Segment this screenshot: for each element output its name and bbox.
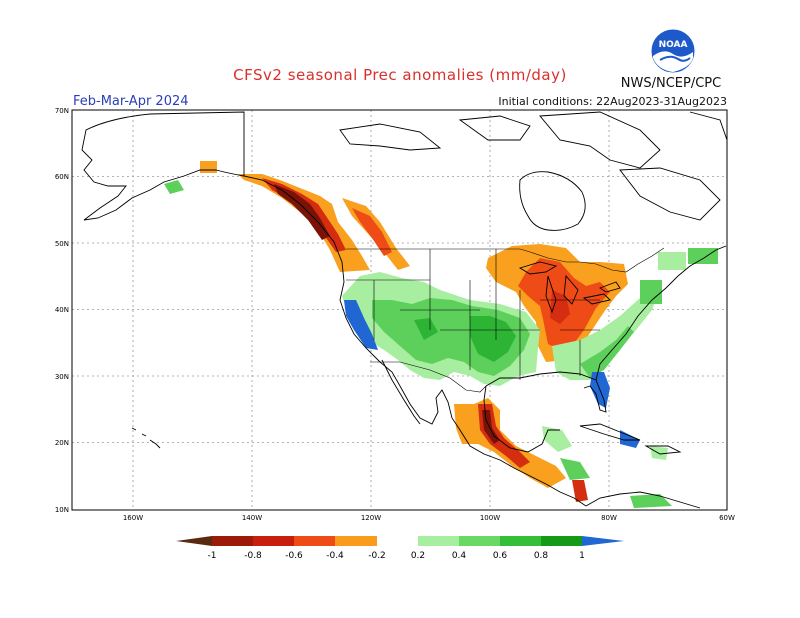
legend-swatch (176, 536, 212, 546)
legend-swatch (500, 536, 541, 546)
lon-label: 80W (601, 514, 617, 522)
lat-label: 20N (55, 439, 69, 447)
legend-label: 0.8 (534, 551, 549, 561)
latitude-labels: 70N 60N 50N 40N 30N 20N 10N (55, 107, 69, 514)
lat-label: 70N (55, 107, 69, 115)
noaa-logo-icon: NOAA (650, 28, 696, 74)
lon-label: 60W (719, 514, 735, 522)
legend-swatch (418, 536, 459, 546)
legend-swatch (335, 536, 377, 546)
legend-label: -1 (208, 551, 217, 561)
forecast-period: Feb-Mar-Apr 2024 (73, 94, 189, 109)
legend-swatch (377, 536, 418, 546)
legend-swatch (582, 536, 624, 546)
wet-region-central-us (164, 180, 718, 508)
legend-label: -0.4 (326, 551, 344, 561)
anomaly-fields (164, 161, 718, 508)
legend-label: 0.4 (452, 551, 467, 561)
legend-swatch (459, 536, 500, 546)
legend-label: -0.6 (285, 551, 303, 561)
agency-label: NWS/NCEP/CPC (620, 76, 722, 91)
color-legend: -1 -0.8 -0.6 -0.4 -0.2 0.2 0.4 0.6 0.8 1 (176, 536, 624, 561)
legend-label: 0.2 (411, 551, 425, 561)
legend-swatch (541, 536, 582, 546)
legend-label: 1 (579, 551, 585, 561)
map-title: CFSv2 seasonal Prec anomalies (mm/day) (233, 66, 567, 84)
lon-label: 100W (480, 514, 500, 522)
dry-region-pacific-northwest (200, 161, 410, 272)
legend-swatch (212, 536, 253, 546)
longitude-labels: 160W 140W 120W 100W 80W 60W (123, 514, 735, 522)
lat-label: 30N (55, 373, 69, 381)
dry-region-mexico (454, 398, 588, 502)
dry-region-great-lakes (486, 244, 628, 362)
svg-text:NOAA: NOAA (659, 40, 688, 50)
legend-label: -0.2 (368, 551, 386, 561)
lon-label: 160W (123, 514, 143, 522)
map-frame (71, 109, 728, 511)
legend-label: 0.6 (493, 551, 508, 561)
legend-swatch (253, 536, 294, 546)
lon-label: 140W (242, 514, 262, 522)
legend-label: -0.8 (244, 551, 262, 561)
lat-label: 60N (55, 173, 69, 181)
lat-label: 50N (55, 240, 69, 248)
lat-label: 10N (55, 506, 69, 514)
legend-swatch (294, 536, 335, 546)
lon-label: 120W (361, 514, 381, 522)
initial-conditions: Initial conditions: 22Aug2023-31Aug2023 (498, 95, 727, 108)
political-borders (346, 247, 665, 393)
lat-label: 40N (55, 306, 69, 314)
